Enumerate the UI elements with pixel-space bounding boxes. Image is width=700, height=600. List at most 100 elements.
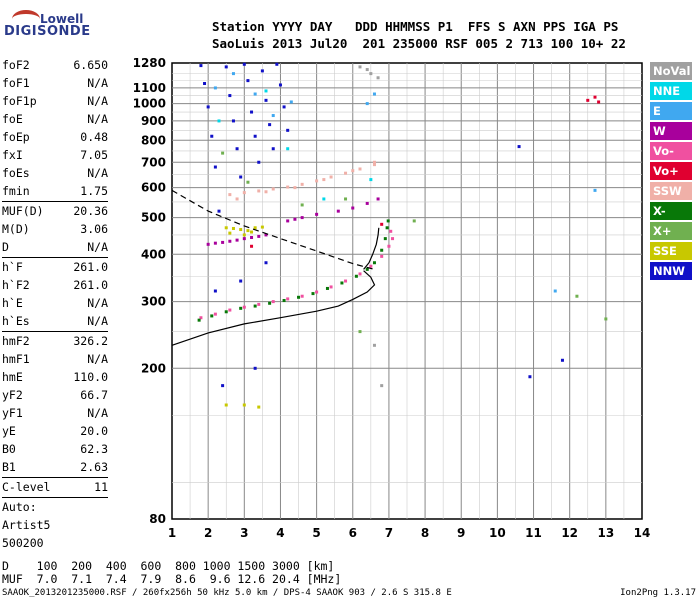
param-row: foF1p N/A — [2, 92, 108, 110]
echo-point — [250, 230, 254, 234]
param-row: foEs N/A — [2, 164, 108, 182]
param-value: 11 — [94, 480, 108, 494]
echo-point — [365, 102, 369, 106]
footer-version: Ion2Png 1.3.17 — [620, 588, 696, 598]
echo-point — [221, 151, 225, 155]
echo-point — [575, 294, 579, 298]
echo-point — [300, 216, 304, 220]
echo-point — [271, 114, 275, 118]
echo-point — [260, 69, 264, 73]
param-row: yF2 66.7 — [2, 386, 108, 404]
param-separator — [2, 477, 108, 478]
echo-point — [224, 310, 228, 314]
param-key: hmF2 — [2, 334, 30, 348]
echo-points — [197, 62, 608, 409]
y-tick-label: 1280 — [133, 56, 166, 70]
param-value: 20.0 — [80, 424, 108, 438]
echo-point — [221, 240, 225, 244]
param-separator — [2, 201, 108, 202]
y-tick-label: 400 — [141, 247, 166, 261]
param-key: fxI — [2, 148, 23, 162]
param-value: N/A — [87, 406, 108, 420]
echo-point — [517, 145, 521, 149]
param-key: fmin — [2, 184, 30, 198]
echo-point — [297, 295, 301, 299]
param-key: h`F — [2, 260, 23, 274]
param-value: N/A — [87, 166, 108, 180]
param-row: foF1 N/A — [2, 74, 108, 92]
echo-point — [311, 292, 315, 296]
echo-point — [231, 119, 235, 123]
param-row: fxI 7.05 — [2, 146, 108, 164]
param-row: h`F2 261.0 — [2, 276, 108, 294]
param-key: MUF(D) — [2, 204, 44, 218]
legend-item-e: E — [650, 102, 692, 120]
curve-solid-profile — [171, 270, 376, 346]
param-key: B0 — [2, 442, 16, 456]
param-value: N/A — [87, 94, 108, 108]
plot-grid — [171, 62, 643, 520]
param-key: foF1 — [2, 76, 30, 90]
echo-point — [199, 64, 203, 68]
echo-point — [593, 188, 597, 192]
x-tick-label: 10 — [489, 526, 506, 540]
param-value: 1.75 — [80, 184, 108, 198]
echo-point — [369, 178, 373, 182]
legend-item-nnw: NNW — [650, 262, 692, 280]
echo-point — [372, 343, 376, 347]
param-value: 0.48 — [80, 130, 108, 144]
curve-solid-trace — [363, 227, 380, 270]
echo-point — [344, 197, 348, 201]
echo-point — [336, 209, 340, 213]
echo-point — [322, 197, 326, 201]
param-value: N/A — [87, 76, 108, 90]
param-row: hmE 110.0 — [2, 368, 108, 386]
echo-point — [586, 98, 590, 102]
echo-point — [380, 248, 384, 252]
echo-point — [380, 384, 384, 388]
profile-curves — [171, 189, 380, 346]
param-key: M(D) — [2, 222, 30, 236]
echo-point — [293, 186, 297, 190]
param-value: N/A — [87, 112, 108, 126]
echo-point — [376, 76, 380, 80]
legend-item-sse: SSE — [650, 242, 692, 260]
muf-label: MUF — [2, 572, 23, 586]
echo-point — [260, 225, 264, 229]
echo-point — [253, 366, 257, 370]
param-key: h`E — [2, 296, 23, 310]
auto-line1: Auto: — [2, 500, 37, 514]
echo-point — [264, 261, 268, 265]
echo-point — [242, 233, 246, 237]
echo-point — [593, 95, 597, 99]
echo-point — [228, 308, 232, 312]
echo-point — [322, 178, 326, 182]
echo-point — [242, 403, 246, 407]
echo-point — [210, 314, 214, 318]
param-row: yE 20.0 — [2, 422, 108, 440]
echo-point — [231, 226, 235, 230]
param-separator — [2, 497, 108, 498]
echo-point — [217, 119, 221, 123]
param-value: 6.650 — [73, 58, 108, 72]
echo-point — [351, 206, 355, 210]
echo-point — [369, 264, 373, 268]
echo-point — [268, 301, 272, 305]
param-row: D N/A — [2, 238, 108, 256]
echo-point — [257, 302, 261, 306]
polarization-legend: NoVal NNE E W Vo- Vo+ SSW X- X+ SSE NNW — [650, 62, 692, 282]
echo-point — [354, 274, 358, 278]
echo-point — [250, 110, 254, 114]
echo-point — [246, 79, 250, 83]
param-value: 261.0 — [73, 278, 108, 292]
echo-point — [344, 279, 348, 283]
echo-point — [224, 403, 228, 407]
echo-point — [389, 229, 393, 233]
legend-item-x-: X- — [650, 202, 692, 220]
param-value: 326.2 — [73, 334, 108, 348]
param-key: foEp — [2, 130, 30, 144]
echo-point — [560, 358, 564, 362]
echo-point — [239, 279, 243, 283]
echo-point — [372, 163, 376, 167]
echo-point — [553, 289, 557, 293]
